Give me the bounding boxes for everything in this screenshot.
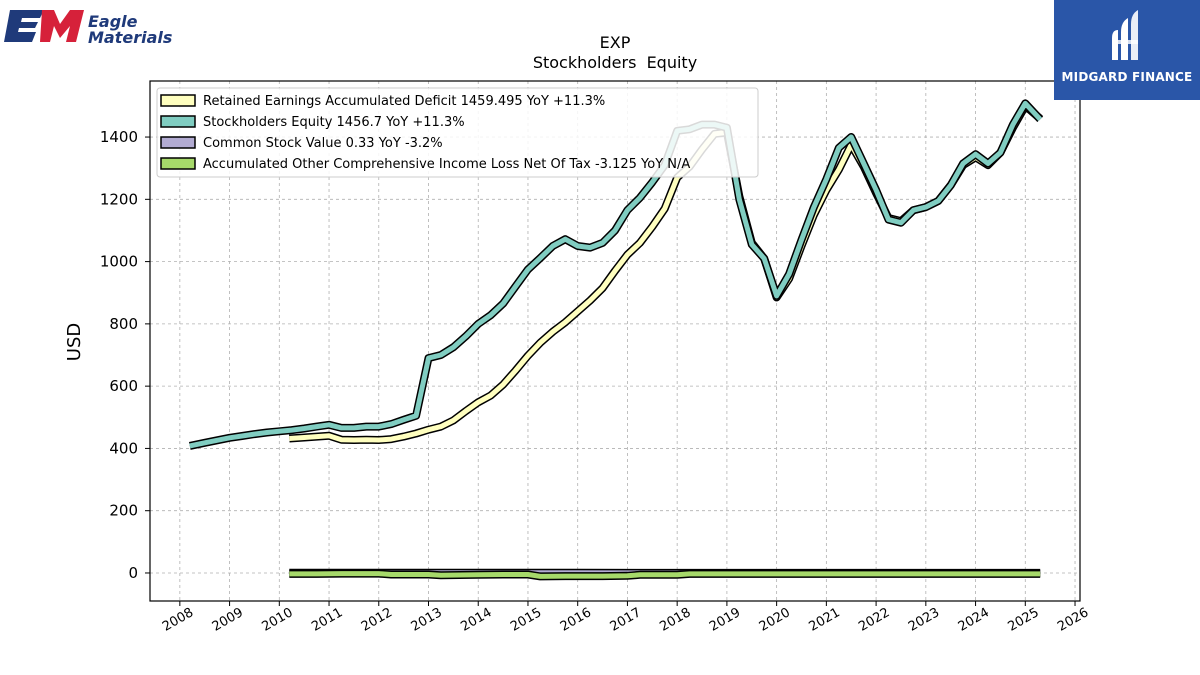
x-tick-label: 2024 [956, 605, 992, 635]
brand-name-line1: Eagle [88, 12, 138, 31]
y-tick-label: 1400 [100, 128, 138, 146]
legend-swatch [160, 94, 196, 107]
x-tick-label: 2010 [259, 605, 295, 635]
x-tick-label: 2025 [1005, 605, 1041, 635]
legend-swatch [160, 157, 196, 170]
x-tick-label: 2018 [657, 605, 693, 635]
brand-name-line2: Materials [88, 28, 173, 47]
y-tick-label: 600 [109, 377, 138, 395]
y-tick-label: 0 [128, 564, 138, 582]
x-tick-label: 2013 [409, 605, 445, 635]
midgard-logo-mark-icon [1112, 10, 1138, 60]
x-tick-label: 2008 [160, 605, 196, 635]
x-tick-label: 2016 [558, 605, 594, 635]
x-tick-label: 2014 [458, 605, 494, 635]
legend-box [156, 87, 759, 178]
em-logo-mark-icon [4, 10, 84, 42]
x-tick-label: 2021 [807, 605, 843, 635]
x-tick-label: 2026 [1055, 605, 1091, 635]
legend-label: Common Stock Value 0.33 YoY -3.2% [203, 136, 443, 151]
plot-frame [149, 80, 1081, 602]
legend-swatch [160, 115, 196, 128]
x-tick-label: 2019 [707, 605, 743, 635]
x-tick-label: 2009 [210, 605, 246, 635]
legend: Retained Earnings Accumulated Deficit 14… [156, 87, 759, 178]
legend-label: Stockholders Equity 1456.7 YoY +11.3% [203, 115, 465, 130]
series-group [188, 99, 1044, 581]
eagle-materials-logo: Eagle Materials [4, 4, 174, 46]
midgard-brand-text: MIDGARD FINANCE [1061, 70, 1193, 84]
chart-title: EXP [600, 33, 631, 52]
midgard-finance-logo: MIDGARD FINANCE [1054, 0, 1200, 100]
y-axis-label: USD [64, 323, 85, 361]
y-tick-label: 800 [109, 315, 138, 333]
y-tick-label: 400 [109, 439, 138, 457]
series-line-1 [189, 100, 1043, 449]
x-tick-label: 2020 [757, 605, 793, 635]
x-tick-label: 2017 [608, 605, 644, 635]
y-tick-label: 1200 [100, 190, 138, 208]
y-tick-label: 200 [109, 502, 138, 520]
x-tick-label: 2015 [508, 605, 544, 635]
legend-label: Accumulated Other Comprehensive Income L… [203, 157, 690, 172]
series-line-3 [289, 571, 1041, 579]
axes: 2008 2009 2010 2011 2012 2013 2014 2015 2016 2017… [100, 128, 1092, 635]
x-tick-label: 2022 [856, 605, 892, 635]
x-tick-label: 2011 [309, 605, 345, 635]
x-tick-label: 2012 [359, 605, 395, 635]
y-tick-label: 1000 [100, 253, 138, 271]
legend-label: Retained Earnings Accumulated Deficit 14… [203, 94, 605, 109]
legend-swatch [160, 136, 196, 149]
x-tick-label: 2023 [906, 605, 942, 635]
chart-subtitle: Stockholders Equity [533, 53, 697, 72]
